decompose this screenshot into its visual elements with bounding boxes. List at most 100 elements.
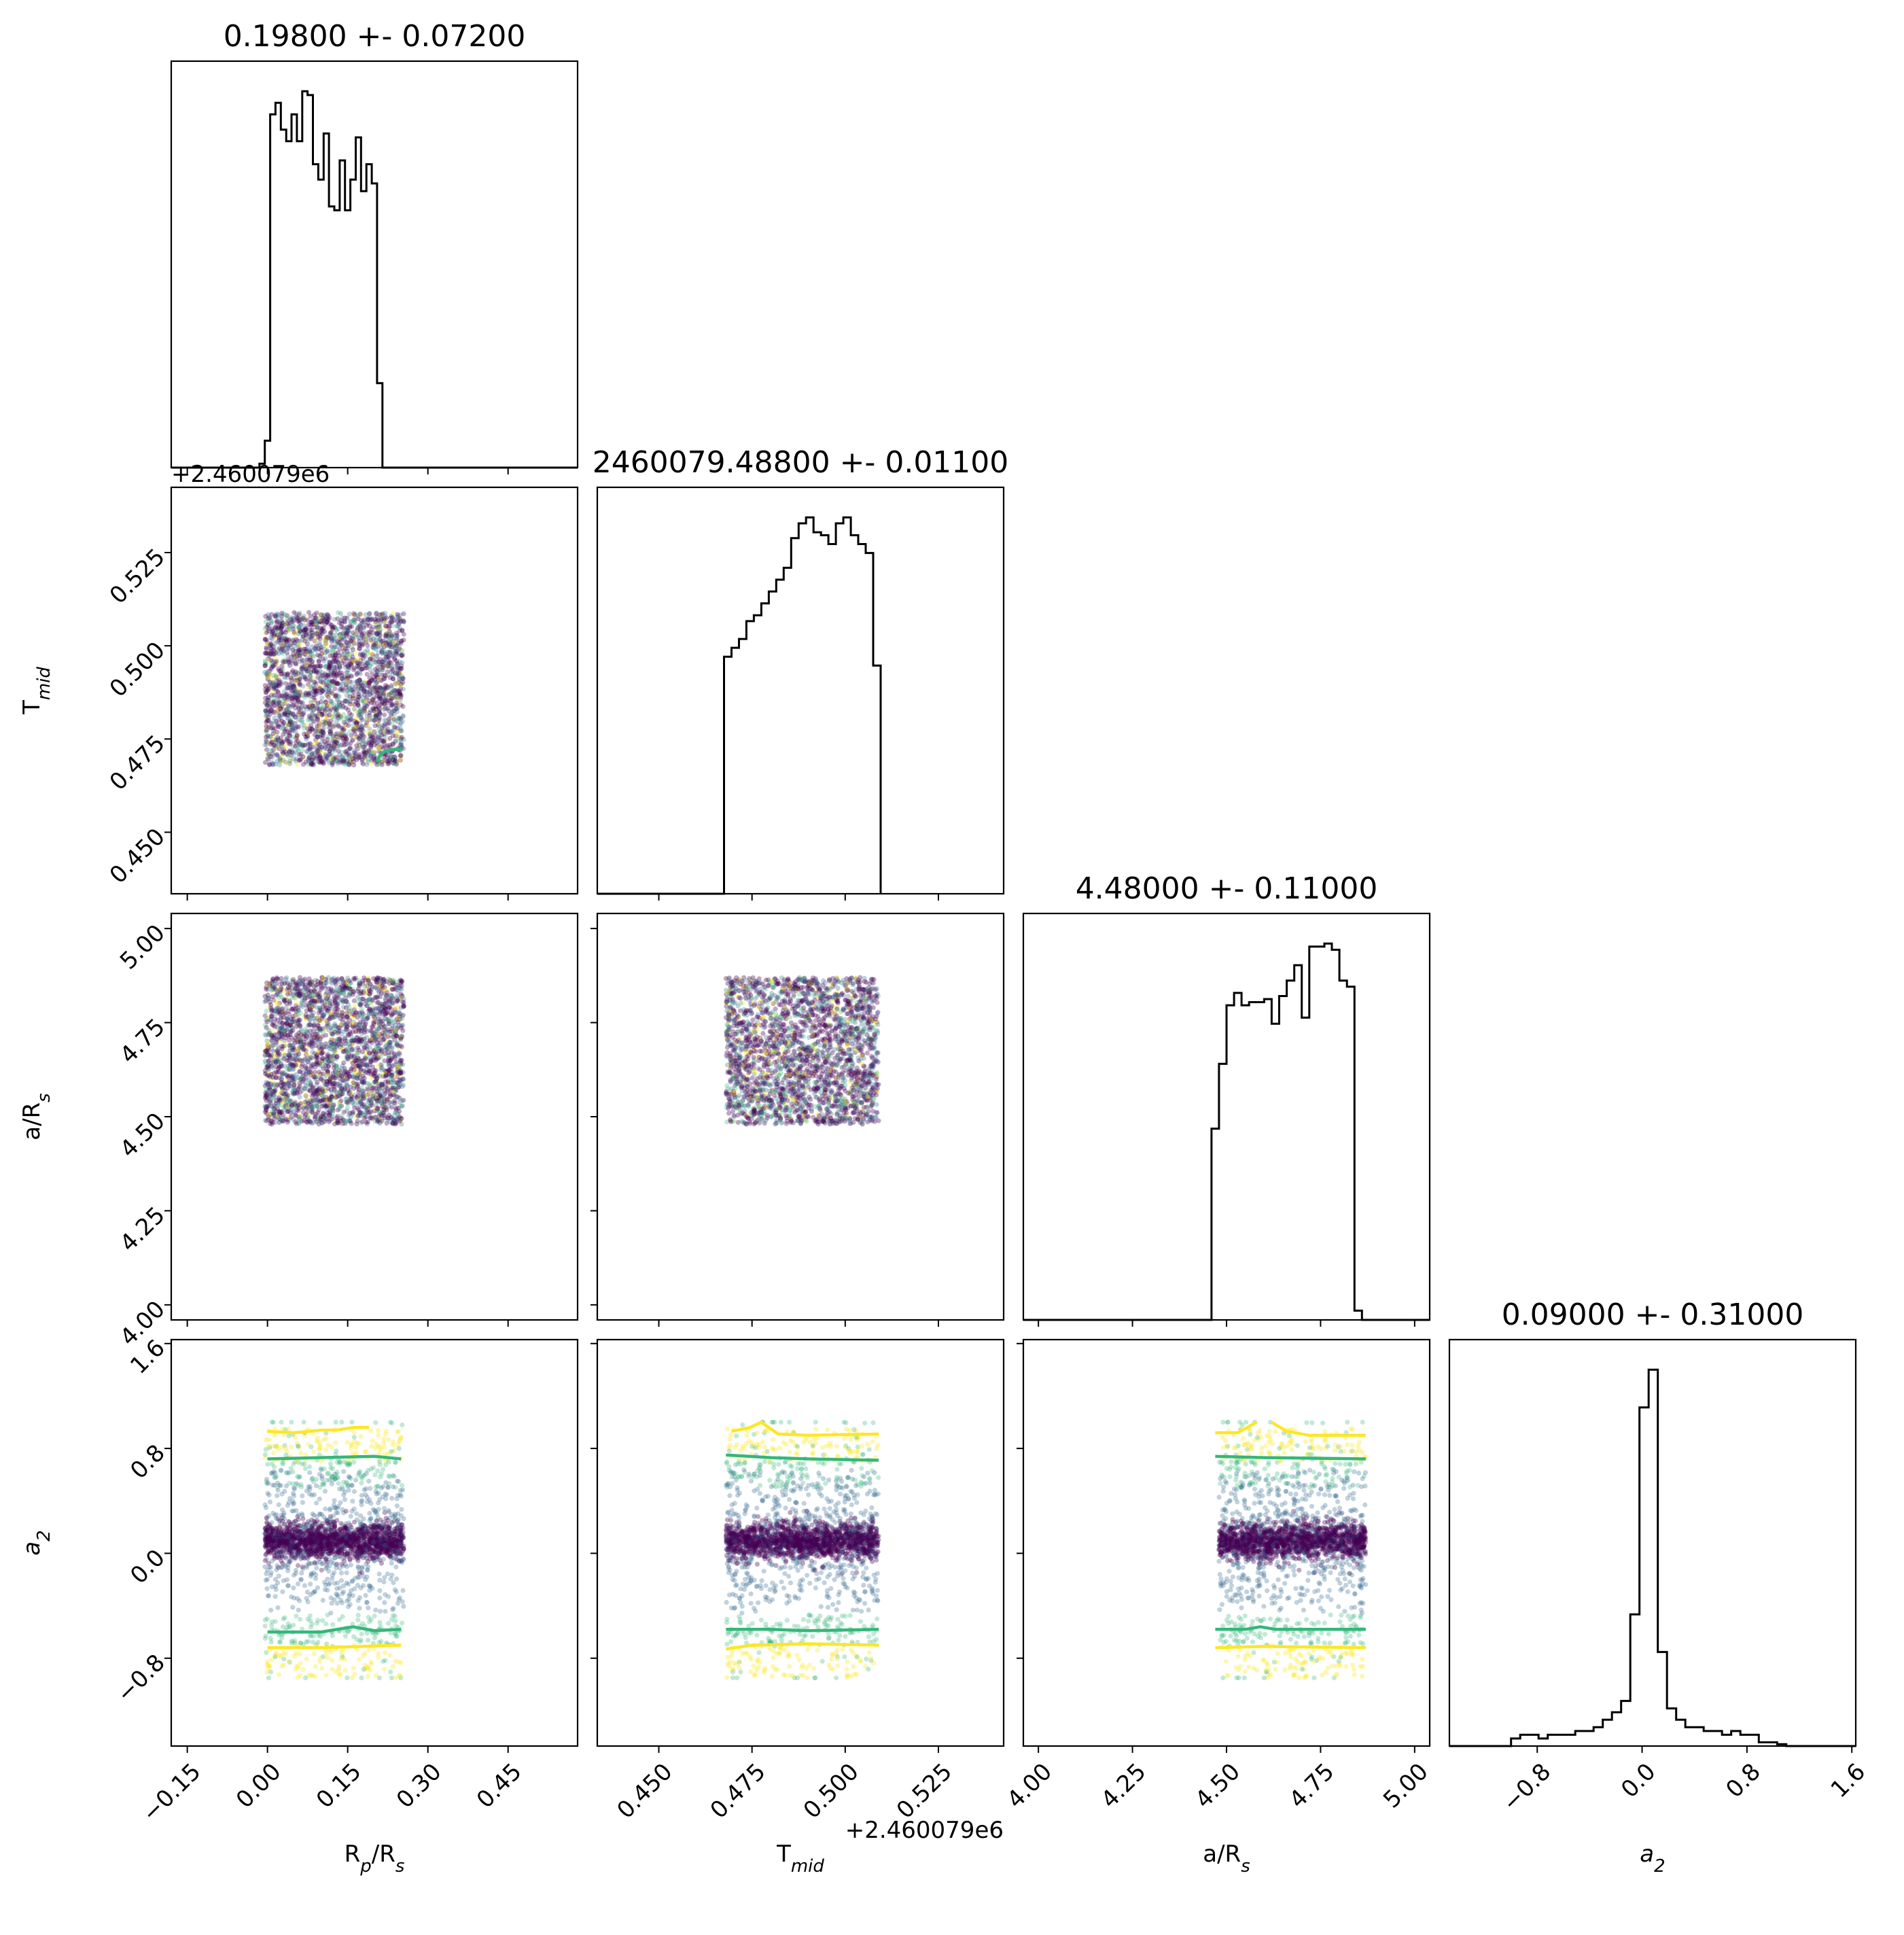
sample-point [395,1019,401,1025]
sample-point [397,677,402,682]
sample-point [336,722,341,728]
sample-point [323,637,329,642]
sample-point [386,625,392,630]
sample-point [307,755,313,761]
sample-point [313,667,319,674]
sample-point [396,1009,402,1015]
sample-point [373,619,378,625]
sample-point [344,1056,350,1062]
sample-point [343,749,349,754]
sample-point [374,653,379,659]
sample-point [272,687,278,693]
sample-point [347,757,353,763]
sample-point [297,626,302,632]
sample-point [297,653,302,659]
sample-point [349,1121,354,1126]
sample-point [353,650,358,656]
sample-point [351,619,357,625]
sample-point [320,618,325,624]
sample-point [366,723,371,729]
sample-point [343,644,349,649]
sample-point [279,693,285,698]
sample-point [376,633,382,639]
sample-point [294,679,299,684]
sample-point [263,690,268,695]
sample-point [341,761,347,766]
sample-point [358,681,364,687]
sample-point [385,663,391,669]
sample-point [369,1028,374,1034]
sample-point [300,658,305,664]
sample-point [340,1043,345,1048]
sample-point [265,752,271,758]
sample-point [279,625,284,630]
sample-point [334,672,340,678]
sample-point [389,614,395,620]
sample-point [321,761,326,767]
sample-point [270,629,276,634]
sample-point [388,644,394,650]
sample-point [325,986,332,992]
sample-point [368,617,374,623]
sample-point [346,978,351,983]
sample-point [391,757,396,763]
sample-point [382,1012,387,1017]
sample-point [269,689,275,695]
sample-point [287,659,292,665]
sample-point [334,657,340,663]
sample-point [275,735,281,740]
sample-point [319,713,325,718]
sample-point [262,686,268,692]
sample-point [333,737,338,743]
sample-point [264,756,270,761]
sample-point [262,1103,268,1109]
sample-point [342,674,347,680]
sample-point [306,758,311,764]
sample-point [300,616,306,621]
sample-point [282,674,287,680]
sample-point [400,979,405,985]
sample-point [385,759,390,764]
sample-point [286,646,292,651]
sample-point [393,680,398,685]
sample-point [279,671,285,676]
sample-point [317,631,323,637]
sample-point [382,758,387,763]
sample-point [299,999,304,1005]
sample-point [340,749,345,755]
sample-point [389,695,395,701]
sample-point [357,742,362,748]
sample-point [362,693,368,698]
sample-point [329,669,334,674]
sample-point [274,721,279,727]
sample-point [350,630,356,635]
sample-point [393,731,398,737]
sample-point [275,753,281,759]
sample-point [318,676,323,681]
sample-point [337,646,342,652]
sample-point [298,689,303,695]
sample-point [359,723,365,729]
sample-point [387,729,393,735]
sample-point [295,669,301,675]
sample-point [290,712,296,718]
sample-point [394,671,400,676]
sample-point [343,633,349,638]
sample-point [291,695,296,700]
sample-point [347,688,352,693]
sample-point [373,712,378,718]
sample-point [264,703,270,708]
sample-point [366,748,372,754]
sample-point [306,692,311,697]
sample-point [351,665,357,671]
sample-point [378,646,384,651]
sample-point [291,640,296,646]
sample-point [338,714,343,719]
sample-point [294,1121,299,1126]
sample-point [319,626,325,632]
sample-point [325,635,330,640]
sample-point [323,720,329,725]
sample-point [371,708,377,714]
sample-point [339,1113,345,1119]
sample-point [398,1036,404,1042]
